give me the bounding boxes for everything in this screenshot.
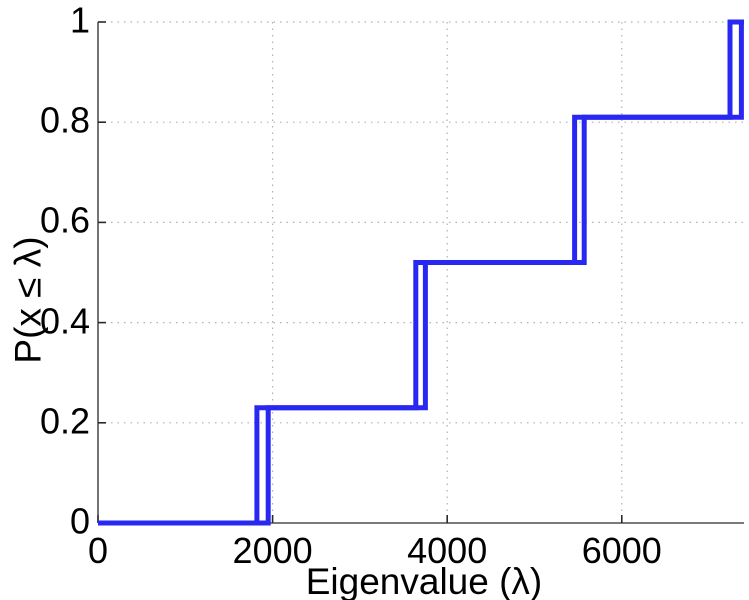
- x-tick-label: 2000: [232, 530, 313, 571]
- y-tick-label: 0.2: [39, 400, 90, 442]
- y-tick-label: 0.6: [39, 199, 90, 241]
- axes: [97, 22, 744, 524]
- y-tick-label: 0.4: [39, 300, 90, 342]
- ecdf-step-line-2: [98, 19, 744, 526]
- y-tick-label: 0.8: [39, 99, 90, 141]
- x-tick-label: 4000: [407, 530, 488, 571]
- y-tick-label: 0: [69, 500, 90, 542]
- x-tick-label: 0: [87, 530, 109, 571]
- gridlines: [98, 21, 744, 523]
- tick-marks: [97, 21, 623, 524]
- ecdf-step-line-1: [98, 19, 744, 526]
- y-tick-label: 1: [69, 0, 90, 41]
- x-axis-label: Eigenvalue (λ): [305, 561, 543, 600]
- x-tick-label: 6000: [581, 530, 662, 571]
